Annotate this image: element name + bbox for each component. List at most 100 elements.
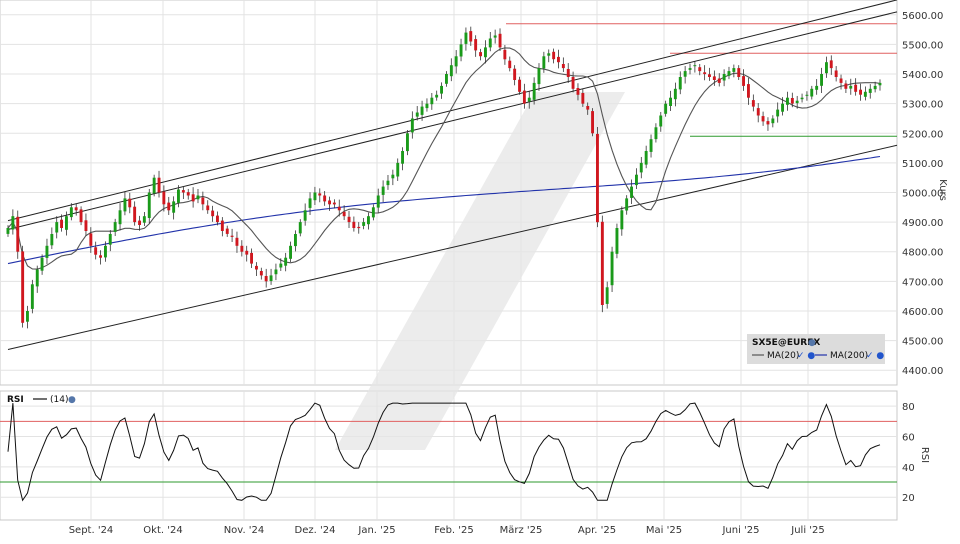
candle-body	[786, 97, 789, 105]
candle-body	[440, 85, 443, 94]
candle-body	[376, 195, 380, 208]
candle-body	[800, 97, 804, 100]
legend-ma200-label: MA(200)	[830, 351, 868, 361]
candle-body	[104, 245, 107, 258]
candle-body	[157, 177, 161, 193]
candle-body	[255, 265, 258, 270]
candle-body	[128, 198, 132, 208]
candle-body	[386, 180, 390, 186]
candle-body	[323, 195, 327, 202]
candle-body	[698, 67, 702, 72]
candle-body	[21, 251, 25, 323]
rsi-legend-icon: ●	[68, 395, 76, 405]
candle-body	[776, 109, 780, 117]
candle-body	[454, 56, 458, 67]
candle-body	[820, 74, 823, 86]
candle-body	[303, 210, 307, 221]
candle-body	[342, 211, 346, 217]
candle-body	[94, 247, 98, 255]
candle-body	[269, 275, 273, 281]
candle-body	[318, 193, 322, 196]
candle-body	[532, 82, 536, 100]
candle-body	[635, 174, 638, 186]
candle-body	[240, 245, 244, 252]
y-tick-label: 5200.00	[902, 129, 943, 140]
candle-body	[84, 220, 88, 231]
candle-body	[878, 82, 882, 86]
candle-body	[503, 49, 507, 60]
y-tick-label: 5600.00	[902, 11, 943, 22]
candle-body	[430, 97, 434, 105]
y-tick-label: 5400.00	[902, 70, 943, 81]
candle-body	[172, 201, 176, 213]
candle-body	[596, 133, 599, 223]
legend-box	[747, 334, 885, 364]
candle-body	[177, 189, 180, 203]
candle-body	[805, 94, 809, 96]
candle-body	[620, 210, 624, 230]
candle-body	[859, 89, 862, 95]
candle-body	[688, 68, 692, 70]
legend-ma20-label: MA(20)	[767, 351, 799, 361]
candle-body	[11, 216, 15, 230]
candle-body	[766, 121, 770, 125]
candle-body	[259, 271, 263, 276]
candle-body	[142, 216, 146, 223]
candle-body	[357, 226, 361, 229]
candle-body	[60, 219, 63, 228]
candle-body	[79, 209, 83, 223]
candle-body	[113, 222, 117, 232]
candle-body	[352, 221, 356, 228]
candle-body	[445, 74, 448, 84]
candle-body	[308, 198, 312, 208]
candle-body	[756, 108, 760, 116]
candle-body	[298, 222, 302, 234]
candle-body	[347, 216, 351, 223]
candle-body	[771, 118, 775, 124]
candle-body	[123, 198, 127, 212]
candle-body	[815, 85, 819, 90]
x-tick-label: Jan. '25	[357, 525, 395, 536]
candle-body	[498, 33, 502, 48]
y-tick-label: 4500.00	[902, 337, 943, 348]
candle-body	[420, 106, 424, 115]
candle-body	[781, 103, 784, 112]
candle-body	[40, 257, 44, 271]
candle-body	[401, 151, 404, 164]
candle-body	[367, 216, 370, 225]
candle-body	[673, 88, 677, 100]
rsi-panel-frame	[0, 390, 898, 521]
trend-channel-line	[7, 11, 898, 231]
candle-body	[625, 198, 629, 211]
candle-body	[854, 84, 858, 92]
x-tick-label: März '25	[500, 525, 543, 536]
x-tick-label: Dez. '24	[295, 525, 336, 536]
candle-body	[630, 186, 633, 198]
candle-body	[518, 79, 521, 92]
candle-body	[712, 76, 716, 80]
candle-body	[328, 200, 331, 205]
candle-body	[201, 197, 205, 205]
candle-body	[542, 56, 546, 69]
y-tick-label: 5100.00	[902, 159, 943, 170]
candle-body	[654, 127, 658, 140]
candle-body	[337, 206, 341, 211]
candle-body	[693, 65, 697, 67]
candle-body	[639, 162, 643, 173]
candle-body	[35, 269, 39, 287]
candle-body	[727, 71, 731, 76]
candle-body	[381, 186, 385, 195]
x-tick-label: Juni '25	[721, 525, 759, 536]
candle-body	[810, 88, 814, 97]
candle-body	[839, 78, 843, 83]
watermark-logo	[335, 92, 625, 450]
rsi-y-tick-label: 40	[902, 463, 915, 474]
candle-body	[406, 133, 409, 152]
candle-body	[747, 84, 750, 98]
candle-body	[410, 118, 414, 133]
candle-body	[69, 207, 73, 218]
candle-body	[581, 93, 585, 104]
candle-body	[591, 111, 594, 134]
candle-body	[138, 220, 141, 225]
